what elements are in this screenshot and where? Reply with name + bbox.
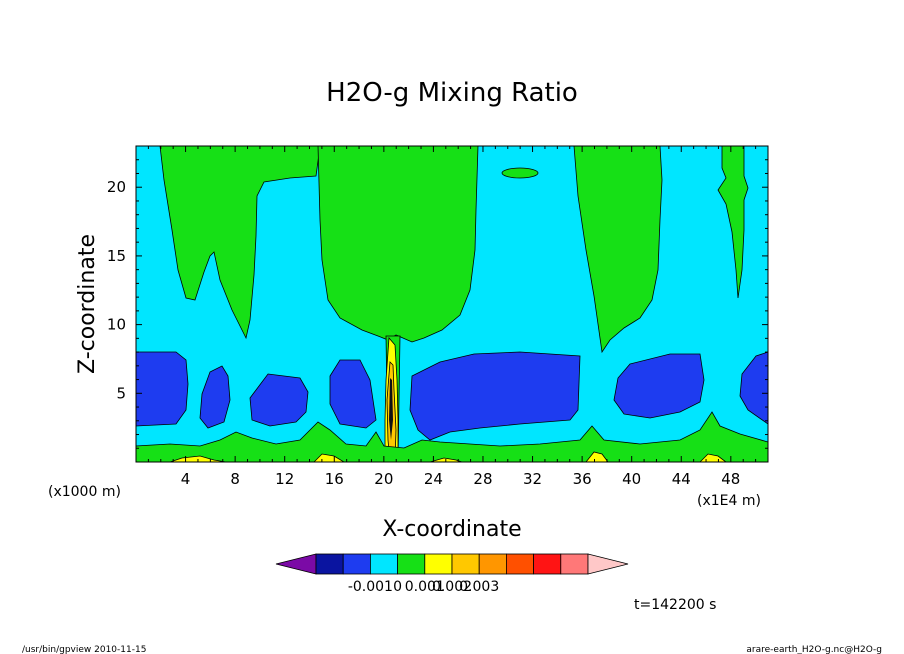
y-axis-ticks: 5 10 15 20 <box>107 159 768 449</box>
colorbar-swatch <box>560 553 589 575</box>
colorbar-swatch <box>533 553 562 575</box>
colorbar-tick-label: 0.002 <box>432 579 472 595</box>
x-tick-label: 28 <box>473 470 492 488</box>
plot-area <box>135 145 769 463</box>
x-tick-label: 36 <box>573 470 592 488</box>
x-tick-label: 44 <box>672 470 691 488</box>
chart-title: H2O-g Mixing Ratio <box>326 78 578 108</box>
colorbar-tick-label: 0.001 <box>405 579 445 595</box>
colorbar-swatch <box>451 553 480 575</box>
x-unit-left: (x1000 m) <box>48 484 121 500</box>
colorbar-tick-label: 0 <box>393 579 402 595</box>
colorbar-swatch <box>505 553 534 575</box>
blue-region-3 <box>249 373 309 427</box>
green-column-1 <box>159 145 321 340</box>
x-tick-label: 8 <box>230 470 240 488</box>
blue-region-2 <box>199 365 231 429</box>
x-tick-label: 32 <box>523 470 542 488</box>
colorbar-swatch <box>369 553 398 575</box>
y-tick-label: 10 <box>107 316 126 334</box>
colorbar-low-triangle <box>275 553 317 575</box>
colorbar-tick-label: 0.003 <box>459 579 499 595</box>
colorbar-swatch <box>478 553 507 575</box>
footer-right: arare-earth_H2O-g.nc@H2O-g <box>746 645 882 654</box>
y-tick-label: 20 <box>107 178 126 196</box>
x-unit-right: (x1E4 m) <box>697 493 761 509</box>
x-tick-label: 4 <box>181 470 191 488</box>
x-tick-label: 40 <box>622 470 641 488</box>
y-tick-label: 15 <box>107 247 126 265</box>
colorbar <box>275 553 629 575</box>
time-label: t=142200 s <box>634 597 716 613</box>
x-axis-label: X-coordinate <box>382 517 521 542</box>
y-tick-label: 5 <box>116 384 126 402</box>
blue-region-6 <box>613 353 705 419</box>
colorbar-high-triangle <box>587 553 629 575</box>
plot-frame <box>135 145 769 463</box>
dark-updraft-core <box>389 378 393 440</box>
green-column-3 <box>573 145 663 354</box>
colorbar-swatch <box>342 553 371 575</box>
blue-region-4 <box>329 359 377 429</box>
blue-region-5 <box>409 351 581 441</box>
green-blob-small <box>501 167 539 179</box>
x-axis-ticks: 4 8 12 16 20 24 28 32 36 40 44 48 <box>147 146 757 488</box>
colorbar-tick-label: -0.001 <box>348 579 393 595</box>
x-tick-label: 12 <box>275 470 294 488</box>
x-tick-label: 16 <box>325 470 344 488</box>
x-tick-label: 20 <box>374 470 393 488</box>
blue-region-1 <box>135 351 189 427</box>
x-tick-label: 24 <box>424 470 443 488</box>
x-tick-label: 48 <box>721 470 740 488</box>
green-surface-band <box>135 411 769 463</box>
y-axis-label: Z-coordinate <box>75 234 100 374</box>
green-column-2 <box>317 145 479 343</box>
footer-left: /usr/bin/gpview 2010-11-15 <box>22 645 146 654</box>
colorbar-swatch <box>315 553 344 575</box>
green-column-4 <box>717 145 749 299</box>
colorbar-swatch <box>424 553 453 575</box>
colorbar-swatch <box>397 553 426 575</box>
